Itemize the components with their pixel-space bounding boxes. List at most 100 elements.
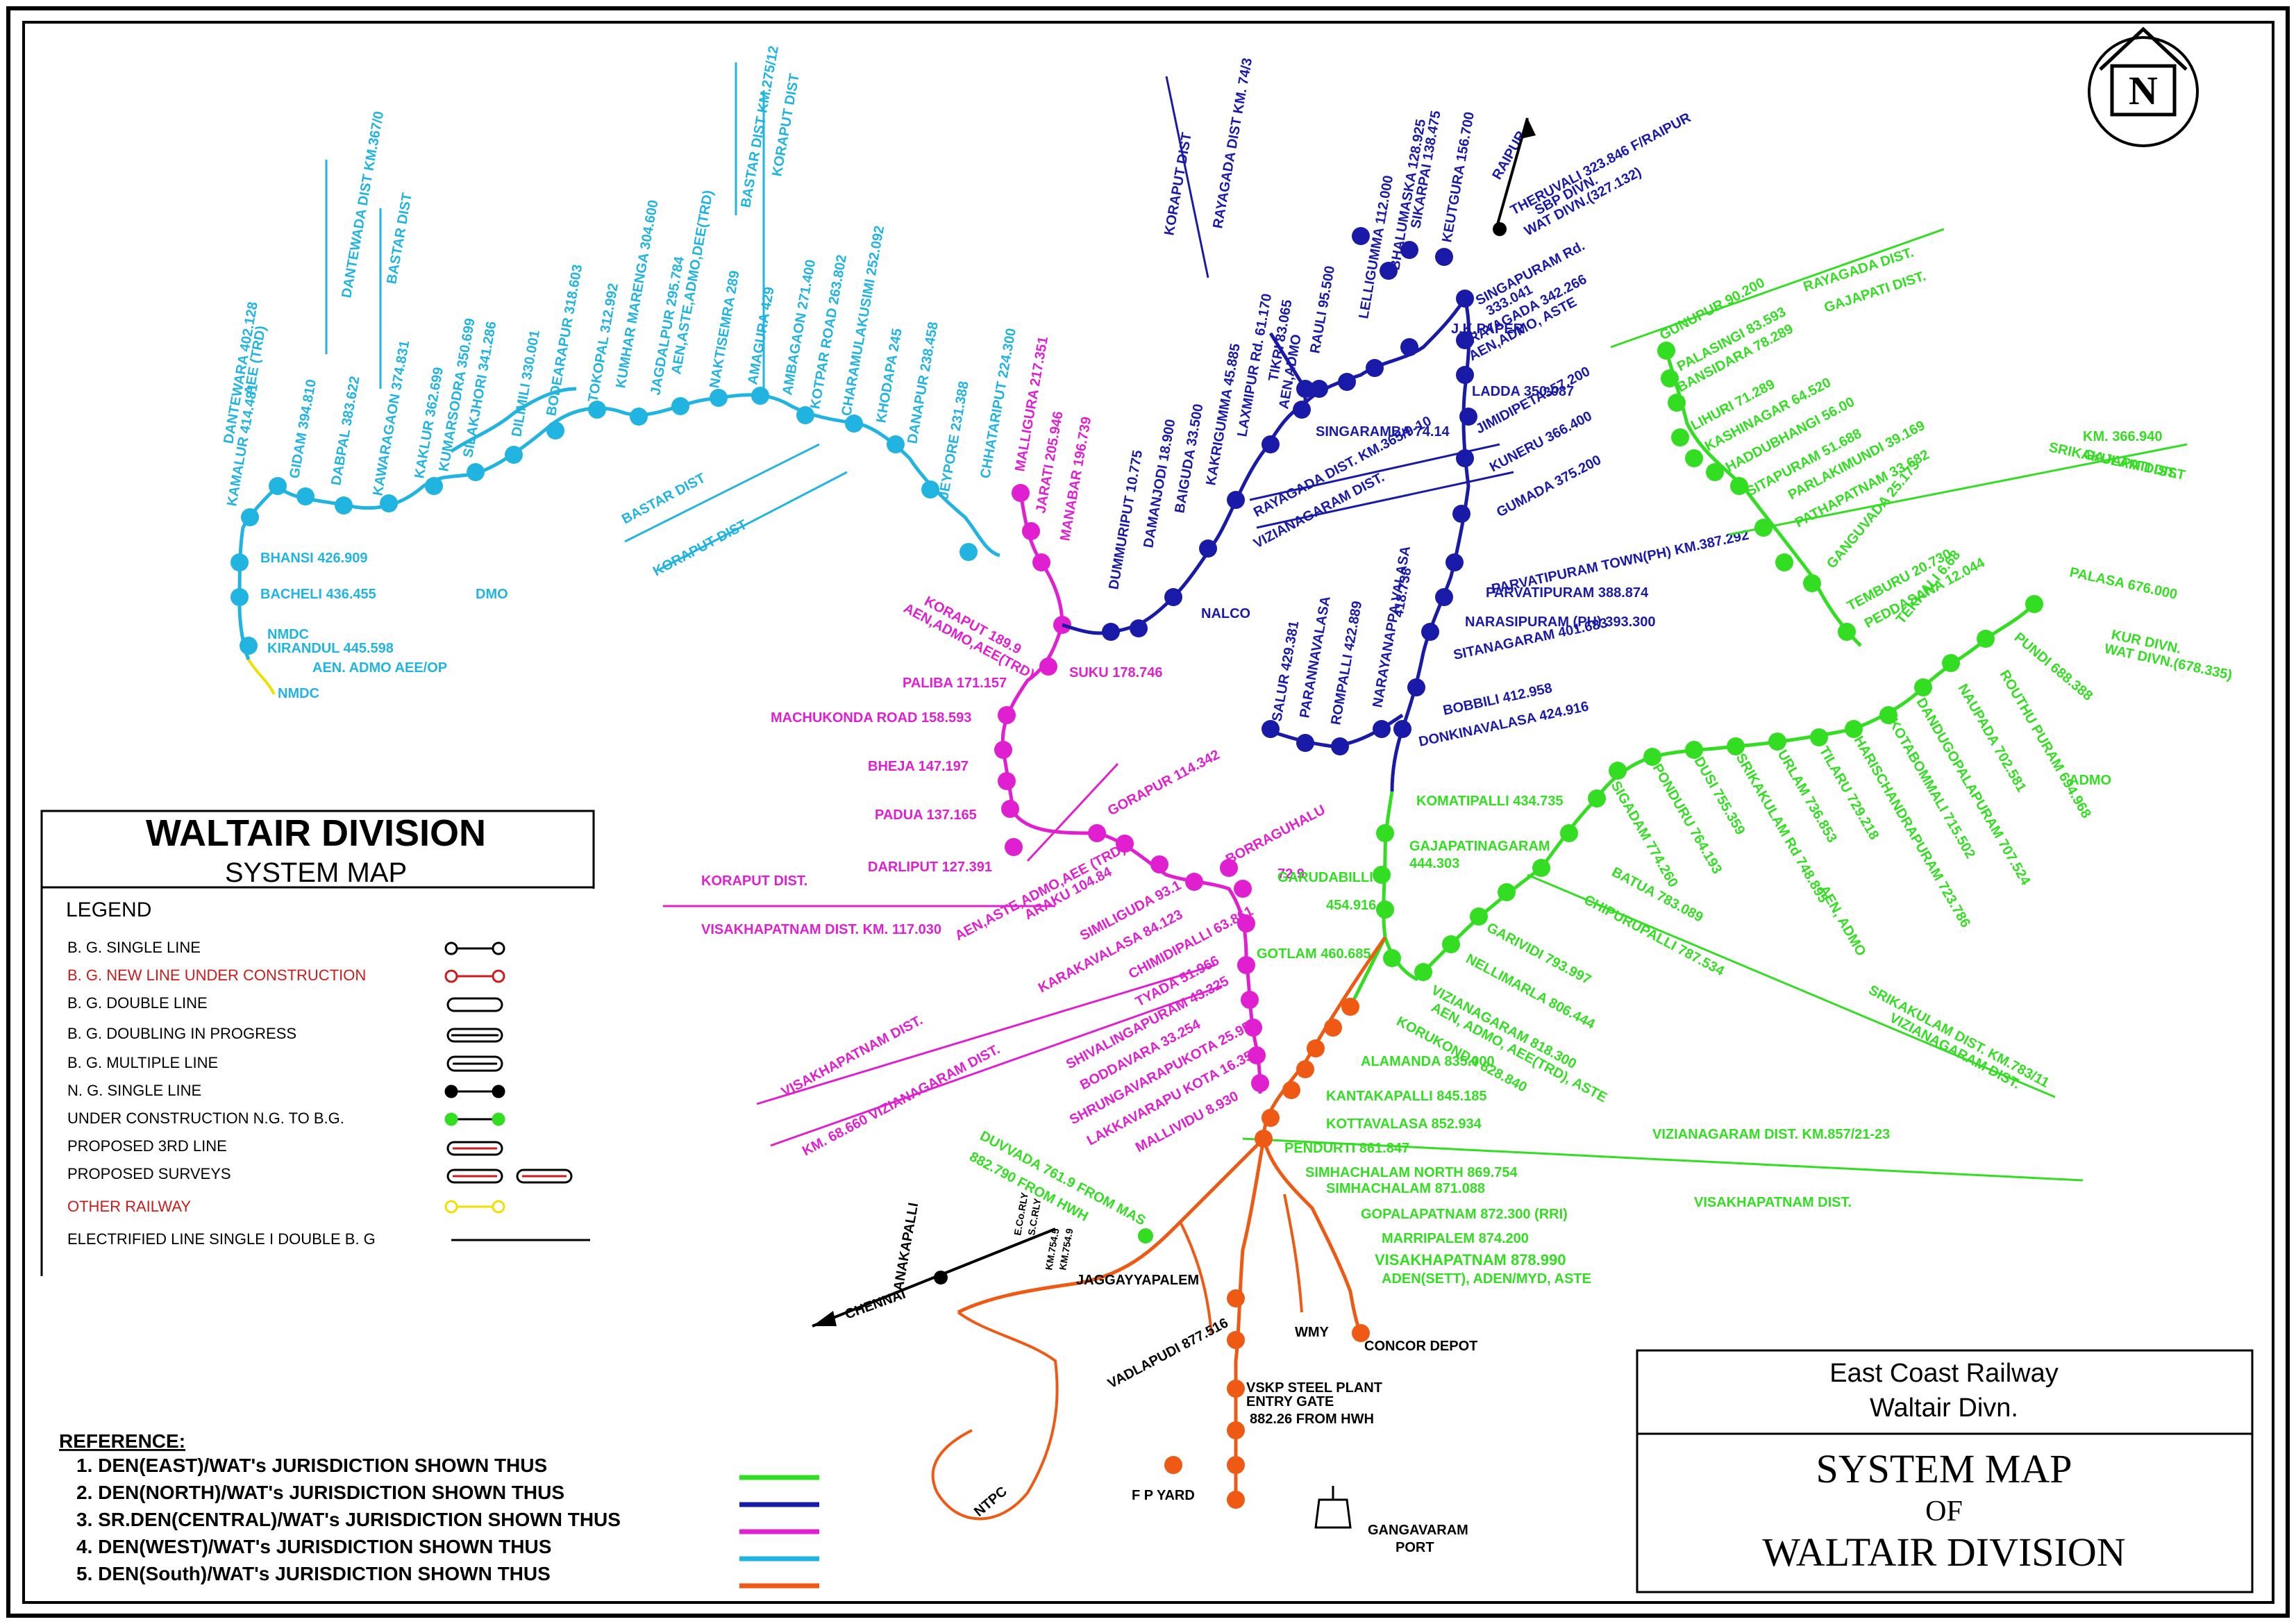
station-label: JARATI 205.946 xyxy=(1033,410,1066,514)
station-marker xyxy=(444,941,458,955)
station-label: AMAGURA 429 xyxy=(745,286,777,386)
station-marker xyxy=(1609,762,1627,780)
station-label: KOTTAVALASA 852.934 xyxy=(1326,1116,1482,1132)
station-label: JEYPORE 231.388 xyxy=(936,380,972,501)
station-label: BASTAR DIST xyxy=(384,192,415,285)
station-marker xyxy=(444,1200,458,1214)
station-label: VISAKHAPATNAM DIST. xyxy=(1694,1195,1852,1210)
info-box: East Coast Railway Waltair Divn. SYSTEM … xyxy=(1636,1349,2254,1593)
station-marker xyxy=(1845,720,1863,738)
station-marker xyxy=(1262,1109,1280,1127)
station-label: BHEJA 147.197 xyxy=(868,759,969,774)
station-marker xyxy=(2088,36,2199,147)
station-label: SIMHACHALAM 871.088 xyxy=(1326,1181,1485,1196)
station-marker xyxy=(1164,1456,1182,1474)
org-line2: Waltair Divn. xyxy=(1870,1393,2018,1423)
station-label: LADDA 350.087 xyxy=(1472,384,1574,399)
station-marker xyxy=(1706,463,1724,481)
station-label: ALAMANDA 835.000 xyxy=(1361,1054,1495,1069)
station-marker xyxy=(1199,539,1217,558)
reference-heading: REFERENCE: xyxy=(59,1430,185,1452)
station-label: VISAKHAPATNAM 878.990 xyxy=(1375,1251,1566,1269)
map-line1: SYSTEM MAP xyxy=(1816,1446,2072,1491)
reference-item: 2. DEN(NORTH)/WAT's JURISDICTION SHOWN T… xyxy=(76,1482,564,1503)
station-label: DUMMURIPUT 10.775 xyxy=(1106,449,1146,591)
station-marker xyxy=(1296,380,1314,398)
map-line3: WALTAIR DIVISION xyxy=(1762,1530,2125,1575)
station-marker xyxy=(1296,1060,1314,1078)
station-marker xyxy=(241,508,259,526)
org-line1: East Coast Railway xyxy=(1829,1359,2058,1388)
station-marker xyxy=(1400,241,1418,259)
station-marker xyxy=(1914,678,1932,696)
south-labels: ALAMANDA 835.000 KANTAKAPALLI 845.185 KO… xyxy=(843,1054,1591,1555)
station-marker xyxy=(1400,338,1418,356)
station-marker xyxy=(1227,1491,1245,1509)
station-marker xyxy=(1376,824,1394,842)
station-marker xyxy=(1775,553,1793,571)
station-label: ADMO xyxy=(2069,773,2111,788)
station-marker xyxy=(751,387,769,405)
station-label: SRIKAKULAM DIST. KM.783/11 xyxy=(1866,982,2052,1091)
station-marker xyxy=(1012,484,1030,502)
station-marker xyxy=(1442,935,1460,953)
station-marker xyxy=(934,1271,948,1284)
station-marker xyxy=(998,772,1016,790)
station-label: KOMATIPALLI 434.735 xyxy=(1416,794,1564,809)
station-label: SINGARAMBA 74.14 xyxy=(1316,424,1450,440)
station-label: ANAKAPALLI xyxy=(891,1201,921,1291)
station-label: AEN, ADMO xyxy=(1816,883,1869,959)
station-marker xyxy=(1671,428,1689,446)
station-label: MALLIVIDU 8.930 xyxy=(1133,1089,1241,1156)
station-label: KIRANDUL 445.598 xyxy=(267,641,394,656)
station-marker xyxy=(630,408,648,426)
station-marker xyxy=(1498,883,1516,901)
station-marker xyxy=(1262,435,1280,453)
station-marker xyxy=(1456,366,1474,384)
station-label: BORRAGUHALU xyxy=(1223,802,1328,867)
station-label: KORAPUT DIST xyxy=(1162,131,1195,237)
west-labels: KAMALUR 414.481 DANTEWARA 402.128 AEE (T… xyxy=(221,44,1019,701)
reference-item: 3. SR.DEN(CENTRAL)/WAT's JURISDICTION SH… xyxy=(76,1509,621,1530)
legend-item: PROPOSED SURVEYS xyxy=(67,1165,231,1182)
station-label: VIZIANAGARAM DIST. KM.857/21-23 xyxy=(1652,1127,1890,1142)
station-marker xyxy=(492,1200,505,1214)
reference-item: 4. DEN(WEST)/WAT's JURISDICTION SHOWN TH… xyxy=(76,1536,551,1557)
north-letter: N xyxy=(2129,68,2158,113)
station-marker xyxy=(1456,290,1474,308)
station-label: 72.9 xyxy=(1277,867,1305,882)
station-marker xyxy=(1470,907,1488,926)
station-marker xyxy=(1116,835,1134,853)
station-marker xyxy=(492,1112,505,1126)
station-label: PORT xyxy=(1396,1540,1434,1555)
station-label: RAULI 95.500 xyxy=(1307,265,1338,355)
station-label: JAGGAYYAPALEM xyxy=(1076,1273,1199,1288)
station-marker xyxy=(1262,720,1280,738)
legend-item: B. G. NEW LINE UNDER CONSTRUCTION xyxy=(67,966,366,984)
station-label: F P YARD xyxy=(1132,1488,1195,1503)
station-marker xyxy=(1341,998,1359,1016)
station-marker xyxy=(1022,522,1040,540)
central-stations xyxy=(994,484,1269,1092)
station-label: KANTAKAPALLI 845.185 xyxy=(1326,1089,1487,1104)
station-marker xyxy=(1138,1228,1153,1244)
east-branch-lines xyxy=(1242,228,2188,1182)
station-marker xyxy=(1338,373,1356,391)
east-stations xyxy=(1373,342,2043,981)
legend-item: B. G. DOUBLE LINE xyxy=(67,994,208,1012)
station-marker xyxy=(1282,1081,1300,1099)
station-label: VADLAPUDI 877.516 xyxy=(1105,1315,1231,1391)
station-label: MARRIPALEM 874.200 xyxy=(1382,1231,1529,1246)
station-label: SUKU 178.746 xyxy=(1069,665,1163,680)
station-label: PALASA 676.000 xyxy=(2068,564,2179,602)
station-label: GOPALAPATNAM 872.300 (RRI) xyxy=(1361,1207,1568,1222)
station-marker xyxy=(492,1085,505,1098)
station-marker xyxy=(1459,408,1477,426)
station-marker xyxy=(444,1112,458,1126)
station-label: PADUA 137.165 xyxy=(875,807,977,823)
station-marker xyxy=(1001,800,1019,818)
south-loops xyxy=(931,1194,1303,1521)
legend-box: WALTAIR DIVISION SYSTEM MAP LEGEND B. G.… xyxy=(40,810,595,1276)
station-marker xyxy=(1150,855,1168,873)
central-labels: MALLIGURA 217.351 JARATI 205.946 MANABAR… xyxy=(701,335,1328,1159)
